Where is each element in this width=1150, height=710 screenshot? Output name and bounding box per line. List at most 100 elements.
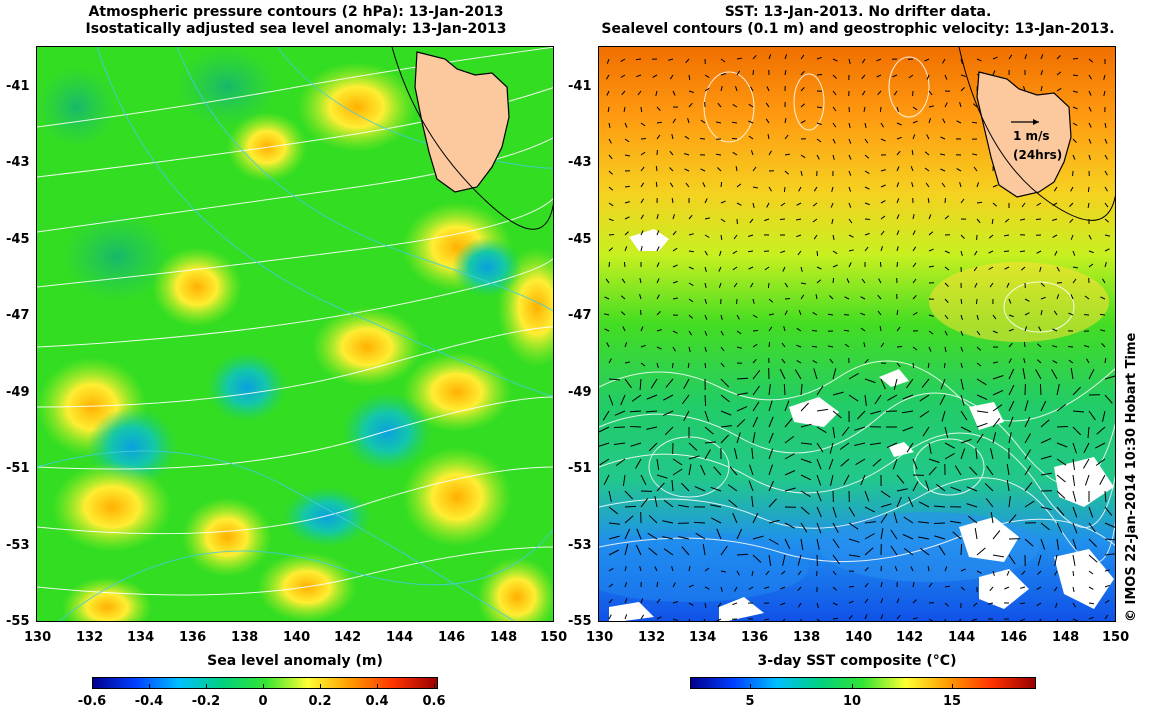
velocity-arrow [880, 614, 884, 620]
velocity-arrow [928, 466, 937, 476]
velocity-arrow [1087, 186, 1090, 193]
velocity-arrow [944, 102, 948, 108]
velocity-arrow [800, 86, 805, 92]
velocity-arrow [694, 486, 706, 492]
velocity-arrow [656, 616, 662, 620]
velocity-arrow [992, 202, 998, 207]
right-x-tick: 136 [741, 630, 769, 645]
velocity-arrow [688, 250, 694, 253]
velocity-arrow [848, 154, 852, 160]
velocity-arrow [1072, 426, 1082, 436]
velocity-arrow [748, 480, 754, 492]
tasmania-land-sst [958, 47, 1115, 221]
velocity-arrow [974, 250, 978, 256]
velocity-arrow [1104, 375, 1115, 380]
velocity-arrow [860, 312, 866, 316]
velocity-arrow [704, 426, 714, 435]
velocity-arrow [972, 618, 978, 621]
velocity-arrow [896, 261, 898, 268]
velocity-arrow [720, 586, 723, 592]
velocity-arrow [912, 246, 917, 252]
velocity-arrow [816, 474, 822, 486]
sealevel-contours [599, 56, 1115, 563]
velocity-arrow [896, 150, 901, 156]
velocity-arrow [860, 474, 866, 486]
velocity-arrow [1095, 442, 1106, 449]
velocity-arrow [1036, 202, 1042, 207]
velocity-arrow [704, 266, 707, 272]
velocity-arrow [952, 531, 962, 540]
velocity-arrow [1088, 58, 1094, 63]
velocity-arrow [781, 358, 786, 364]
velocity-arrow [720, 362, 725, 368]
velocity-arrow [639, 566, 642, 572]
velocity-arrow [752, 343, 758, 348]
velocity-arrow [656, 262, 660, 268]
velocity-arrow [832, 506, 837, 518]
velocity-arrow [710, 486, 722, 492]
velocity-arrow [784, 435, 795, 444]
colorbar-tick-label: 5 [745, 694, 755, 709]
velocity-arrow [828, 345, 834, 348]
velocity-arrow [688, 102, 693, 108]
velocity-arrow [768, 480, 774, 492]
velocity-arrow [716, 153, 722, 156]
left-x-tick: 146 [438, 630, 466, 645]
velocity-arrow [848, 394, 859, 402]
velocity-arrow [870, 410, 882, 415]
velocity-arrow [848, 202, 852, 208]
velocity-arrow [605, 278, 610, 284]
velocity-arrow [1008, 54, 1013, 60]
velocity-arrow [608, 122, 611, 128]
velocity-arrow [832, 122, 837, 128]
velocity-arrow [1056, 522, 1063, 534]
velocity-arrow [630, 442, 642, 447]
velocity-arrow [954, 465, 962, 476]
velocity-arrow [939, 394, 946, 406]
velocity-arrow [672, 618, 678, 621]
velocity-arrow [908, 74, 914, 79]
velocity-arrow [736, 330, 742, 335]
colorbar-tick-mark [852, 684, 853, 689]
velocity-arrow [928, 118, 931, 124]
velocity-arrow [766, 202, 770, 208]
velocity-arrow [1102, 278, 1106, 284]
velocity-arrow [1040, 506, 1052, 511]
velocity-arrow [880, 169, 886, 172]
velocity-arrow [736, 418, 746, 428]
velocity-arrow [748, 266, 754, 270]
velocity-arrow [599, 458, 610, 466]
velocity-arrow [864, 170, 870, 175]
velocity-arrow [906, 378, 914, 389]
velocity-arrow [704, 250, 708, 256]
velocity-arrow [768, 538, 779, 545]
velocity-arrow [736, 70, 741, 76]
velocity-arrow [750, 150, 754, 156]
left-y-tick: -47 [6, 308, 30, 323]
velocity-arrow [934, 535, 946, 540]
velocity-arrow [672, 468, 683, 476]
velocity-arrow [784, 153, 790, 156]
velocity-arrow [732, 103, 738, 108]
velocity-arrow [832, 410, 842, 419]
velocity-arrow [784, 70, 787, 76]
velocity-arrow [974, 528, 978, 540]
velocity-arrow [734, 448, 738, 460]
velocity-arrow [1072, 106, 1078, 110]
velocity-arrow [906, 442, 914, 453]
velocity-arrow [1072, 618, 1078, 621]
velocity-arrow [816, 458, 822, 470]
velocity-arrow [890, 529, 898, 540]
velocity-arrow [732, 602, 738, 606]
velocity-arrow [1008, 314, 1014, 318]
velocity-arrow [843, 474, 850, 485]
velocity-arrow [735, 86, 738, 92]
velocity-arrow [892, 74, 898, 78]
velocity-arrow [896, 182, 900, 188]
velocity-arrow [846, 278, 850, 284]
velocity-arrow [752, 385, 760, 396]
velocity-arrow [784, 170, 790, 175]
velocity-arrow [990, 448, 994, 460]
velocity-arrow [1056, 538, 1060, 550]
velocity-arrow [1023, 341, 1026, 348]
